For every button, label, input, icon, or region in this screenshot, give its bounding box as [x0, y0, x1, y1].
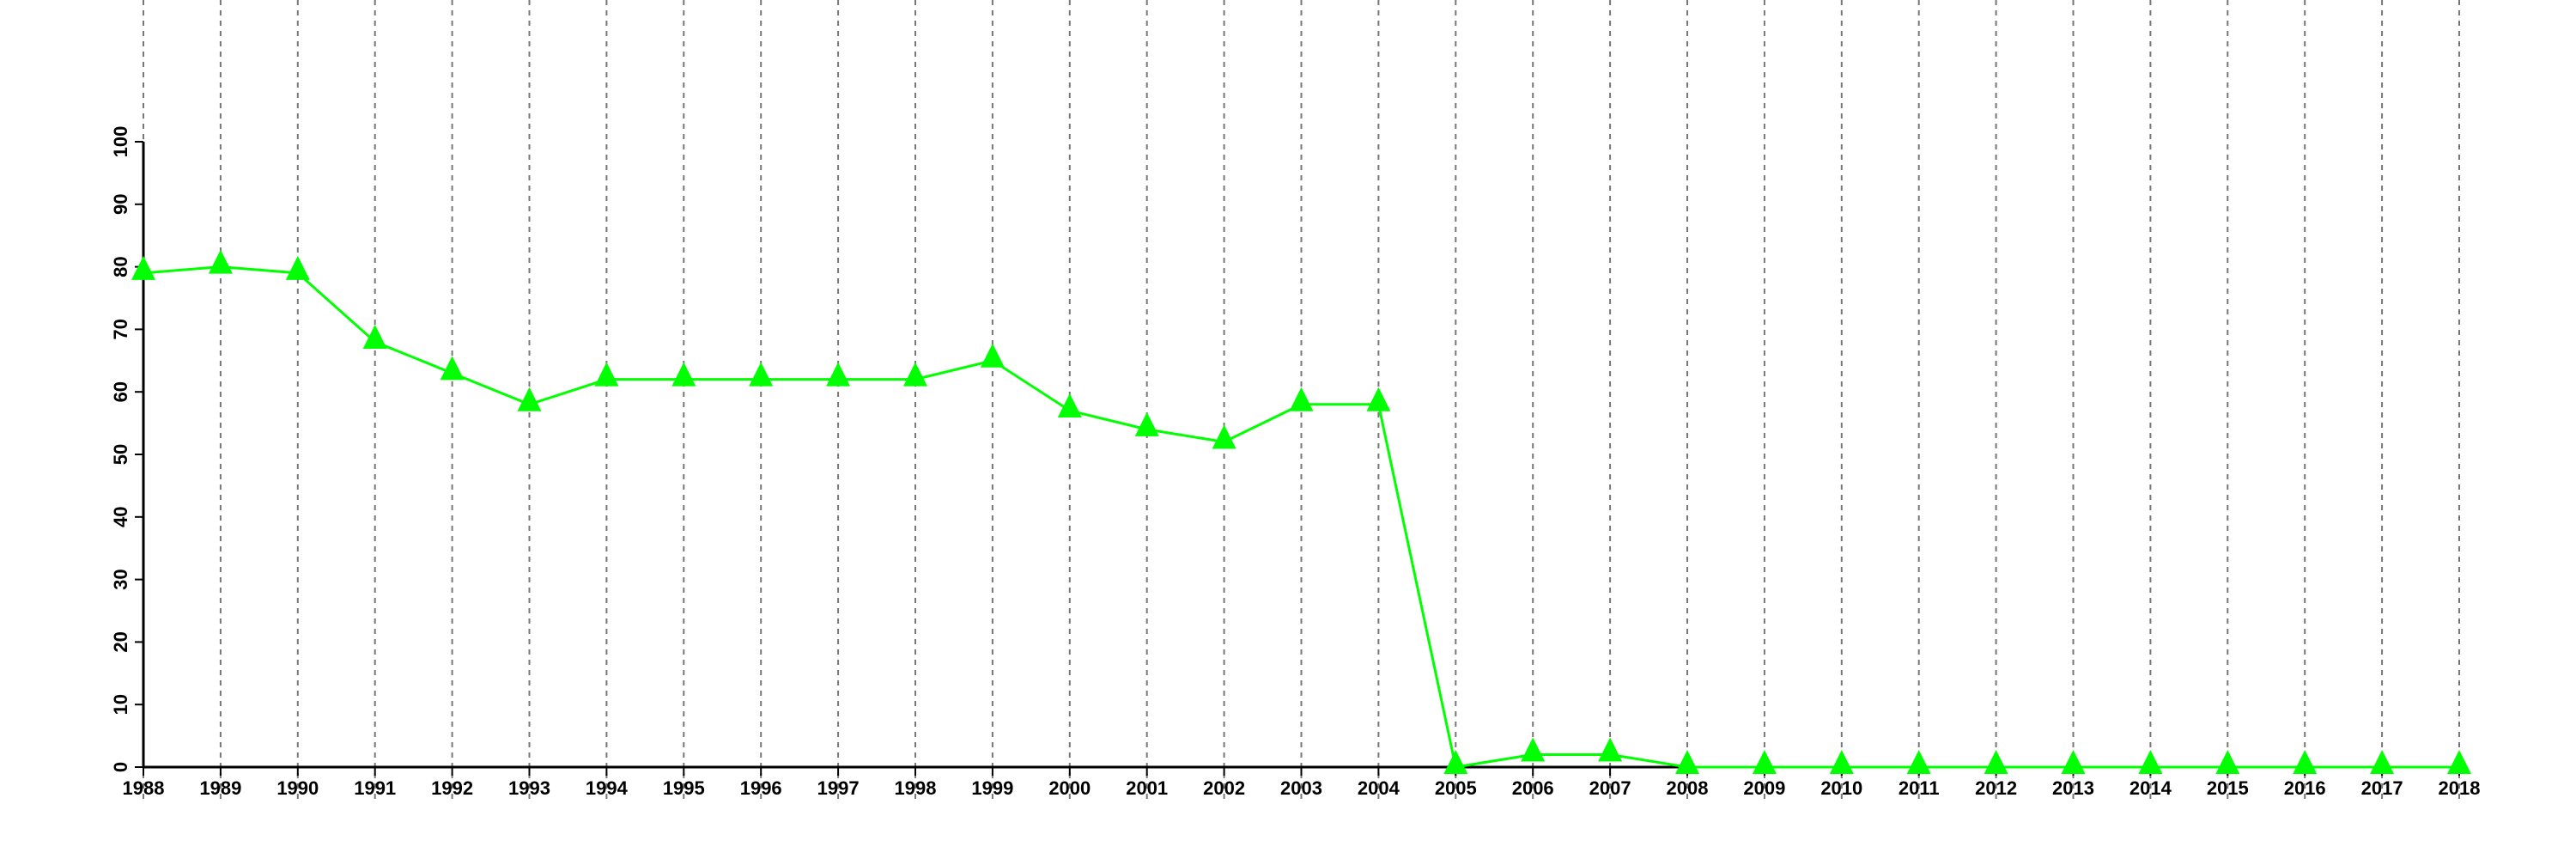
x-tick-label: 2005 [1435, 777, 1477, 799]
data-point-triangle [1212, 424, 1236, 449]
data-point-triangle [2061, 750, 2086, 774]
y-tick-label: 40 [110, 507, 131, 527]
data-point-triangle [208, 249, 233, 274]
data-point-triangle [826, 362, 851, 387]
x-tick-label: 1999 [971, 777, 1013, 799]
x-tick-label: 2015 [2207, 777, 2249, 799]
data-point-triangle [1675, 750, 1699, 774]
data-point-triangle [440, 356, 465, 381]
data-point-triangle [362, 324, 387, 349]
x-tick-label: 1990 [276, 777, 319, 799]
data-point-triangle [903, 362, 927, 387]
x-tick-label: 2014 [2129, 777, 2172, 799]
x-tick-label: 2016 [2284, 777, 2326, 799]
data-point-triangle [1057, 393, 1082, 418]
x-tick-label: 1998 [895, 777, 937, 799]
y-tick-label: 80 [110, 256, 131, 277]
x-tick-label: 2010 [1820, 777, 1862, 799]
data-point-triangle [1906, 750, 1931, 774]
x-tick-label: 2006 [1512, 777, 1554, 799]
x-tick-label: 1992 [431, 777, 473, 799]
x-tick-label: 1994 [586, 777, 629, 799]
x-tick-label: 1989 [199, 777, 241, 799]
x-tick-label: 2004 [1358, 777, 1400, 799]
y-tick-label: 90 [110, 194, 131, 215]
data-point-triangle [594, 362, 619, 387]
data-point-triangle [1984, 750, 2008, 774]
x-tick-label: 2002 [1203, 777, 1245, 799]
data-point-triangle [2447, 750, 2471, 774]
y-tick-label: 30 [110, 569, 131, 589]
x-tick-label: 1995 [663, 777, 705, 799]
data-point-triangle [2370, 750, 2395, 774]
x-tick-label: 2017 [2361, 777, 2403, 799]
data-point-triangle [1366, 387, 1391, 411]
y-axis-ticks: 0 10 20 30 40 50 60 70 80 90 100 [110, 126, 143, 772]
x-axis-ticks: 1988 1989 1990 1991 1992 1993 1994 1995 1996 1997… [123, 767, 2481, 799]
data-point-triangle [671, 362, 696, 387]
data-point-triangle [1443, 750, 1468, 774]
x-tick-label: 1988 [123, 777, 165, 799]
y-tick-label: 50 [110, 444, 131, 465]
data-point-triangle [1598, 737, 1623, 762]
data-point-triangle [2293, 750, 2318, 774]
x-tick-label: 1996 [740, 777, 782, 799]
series [131, 249, 2471, 774]
y-tick-label: 70 [110, 319, 131, 339]
x-tick-label: 2003 [1280, 777, 1322, 799]
data-point-triangle [2215, 750, 2240, 774]
data-point-triangle [1134, 411, 1159, 436]
y-tick-label: 0 [110, 762, 131, 772]
x-tick-label: 1991 [354, 777, 396, 799]
data-point-triangle [131, 255, 155, 280]
data-point-triangle [517, 387, 542, 411]
x-tick-label: 2018 [2439, 777, 2481, 799]
x-tick-label: 2000 [1048, 777, 1091, 799]
x-tick-label: 2012 [1975, 777, 2017, 799]
y-tick-label: 60 [110, 381, 131, 402]
data-point-triangle [1289, 387, 1314, 411]
data-point-triangle [1752, 750, 1777, 774]
data-point-triangle [749, 362, 774, 387]
x-tick-label: 2009 [1743, 777, 1785, 799]
data-point-triangle [285, 255, 310, 280]
x-tick-label: 1997 [817, 777, 860, 799]
y-tick-label: 10 [110, 694, 131, 715]
y-tick-label: 20 [110, 631, 131, 652]
data-point-triangle [1829, 750, 1854, 774]
x-tick-label: 1993 [508, 777, 550, 799]
x-tick-label: 2008 [1667, 777, 1709, 799]
data-point-triangle [2138, 750, 2163, 774]
y-tick-label: 100 [110, 126, 131, 158]
data-point-triangle [980, 343, 1005, 368]
x-tick-label: 2007 [1589, 777, 1631, 799]
x-tick-label: 2001 [1126, 777, 1168, 799]
x-tick-label: 2011 [1899, 777, 1940, 799]
data-point-triangle [1521, 737, 1546, 762]
x-tick-label: 2013 [2052, 777, 2094, 799]
